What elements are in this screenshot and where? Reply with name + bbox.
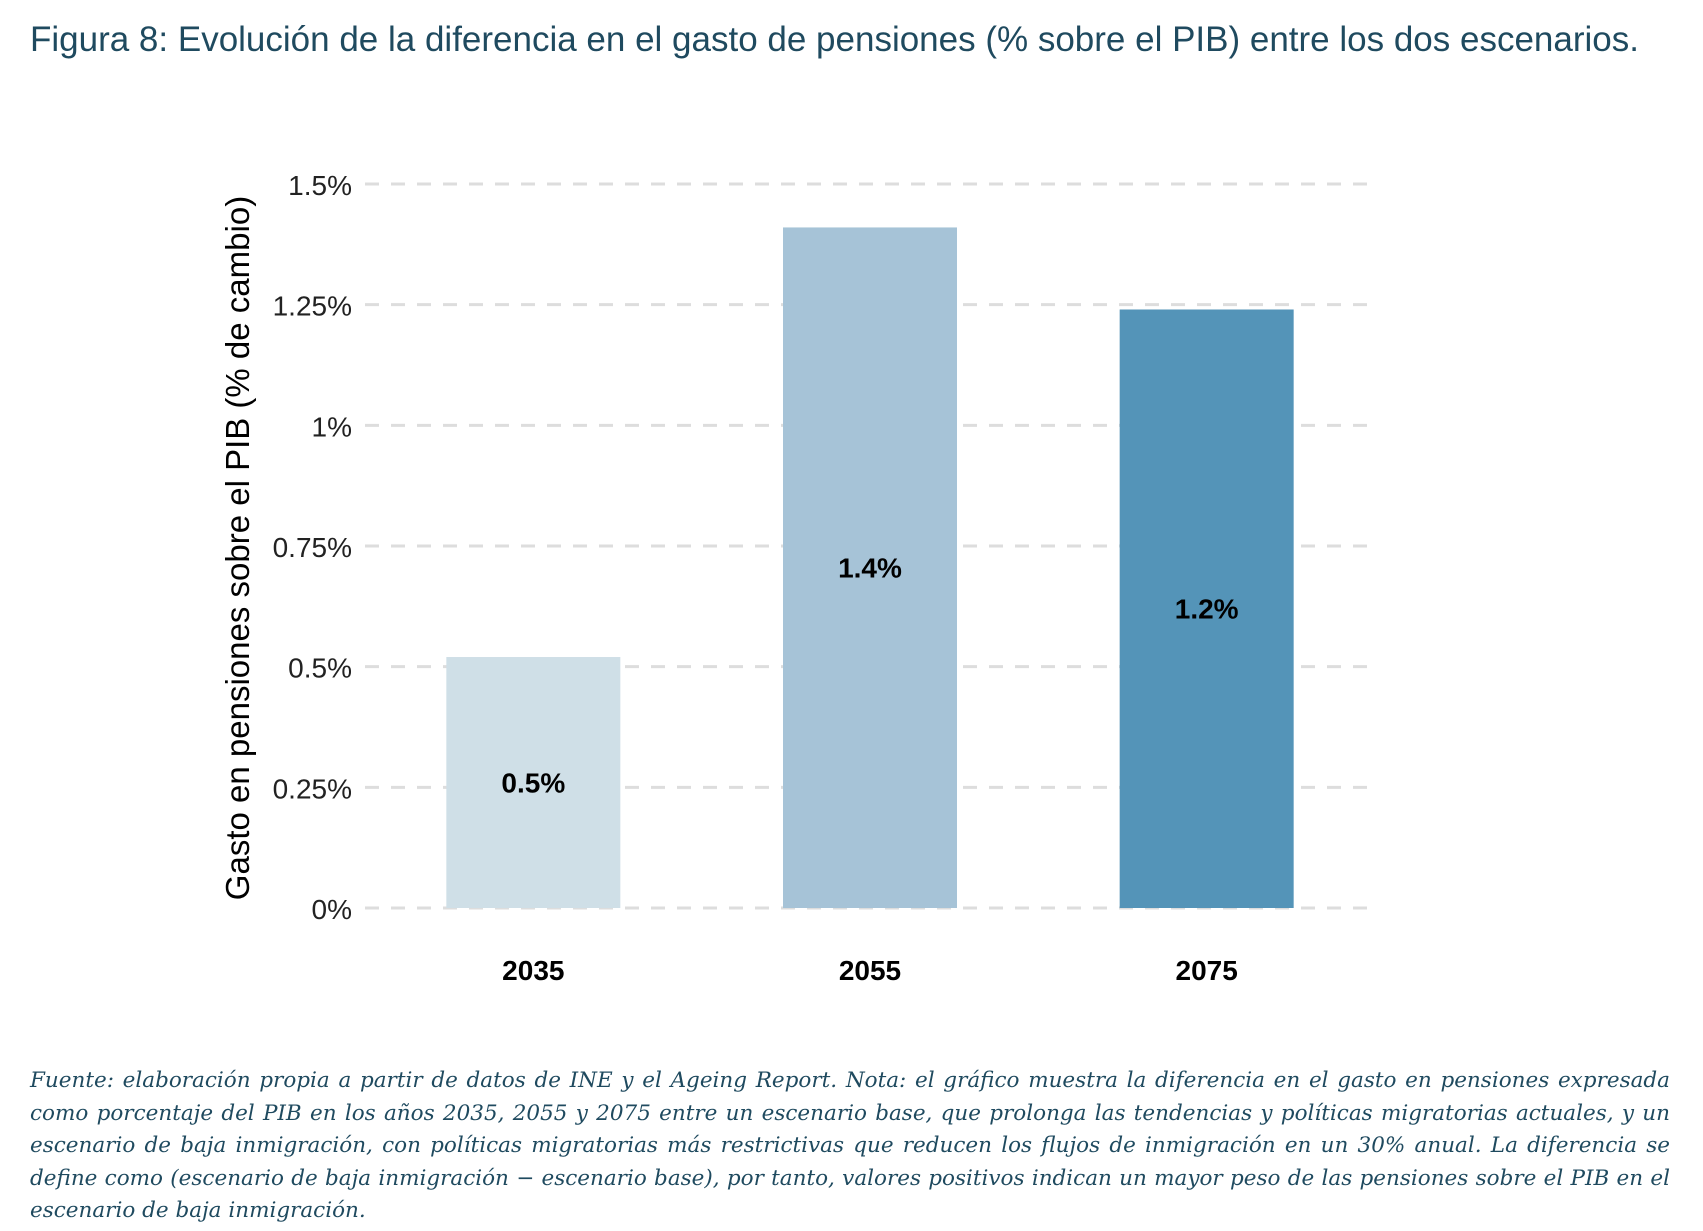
data-label-2075: 1.2% bbox=[1175, 594, 1239, 625]
y-tick-label: 1% bbox=[312, 411, 352, 442]
y-tick-label: 0.75% bbox=[273, 532, 352, 563]
y-axis-label: Gasto en pensiones sobre el PIB (% de ca… bbox=[219, 195, 256, 901]
bar-chart: 0% 0.25% 0.5% 0.75% 1% 1.25% 1.5% 0.5% 1.4% 1.2%… bbox=[273, 170, 1375, 986]
data-label-2035: 0.5% bbox=[501, 768, 565, 799]
data-label-2055: 1.4% bbox=[838, 553, 902, 584]
source-note: Fuente: elaboración propia a partir de d… bbox=[30, 1068, 1670, 1223]
bars bbox=[446, 227, 1294, 908]
bar-2035 bbox=[446, 657, 621, 908]
y-tick-label: 0% bbox=[312, 894, 352, 925]
data-labels: 0.5% 1.4% 1.2% bbox=[501, 553, 1238, 799]
y-axis-ticks: 0% 0.25% 0.5% 0.75% 1% 1.25% 1.5% bbox=[273, 170, 352, 925]
y-tick-label: 1.5% bbox=[288, 170, 352, 201]
figure-title: Figura 8: Evolución de la diferencia en … bbox=[30, 20, 1639, 59]
x-axis-ticks: 2035 2055 2075 bbox=[502, 955, 1238, 986]
y-tick-label: 0.5% bbox=[288, 653, 352, 684]
x-tick-label-2035: 2035 bbox=[502, 955, 564, 986]
y-tick-label: 1.25% bbox=[273, 291, 352, 322]
x-tick-label-2075: 2075 bbox=[1176, 955, 1238, 986]
x-tick-label-2055: 2055 bbox=[839, 955, 901, 986]
bar-2055 bbox=[783, 227, 957, 908]
bar-2075 bbox=[1119, 309, 1294, 908]
y-tick-label: 0.25% bbox=[273, 773, 352, 804]
